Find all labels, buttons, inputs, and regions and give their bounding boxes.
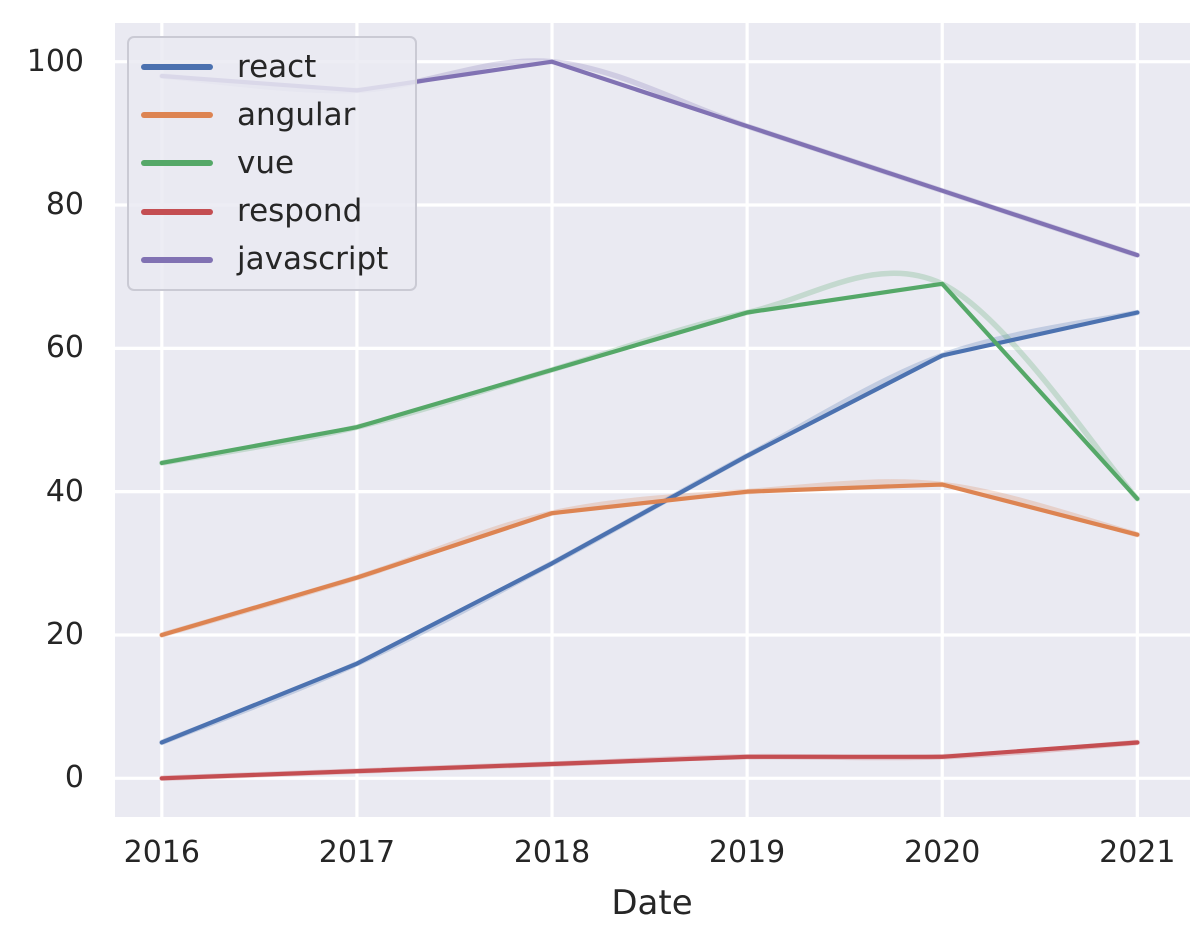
legend-item-react: react bbox=[129, 44, 415, 91]
y-tick-label: 40 bbox=[45, 473, 84, 509]
x-tick-label: 2018 bbox=[513, 835, 591, 870]
series-angular-line bbox=[159, 482, 1140, 638]
x-tick-label: 2021 bbox=[1099, 835, 1176, 870]
legend-item-javascript: javascript bbox=[129, 236, 415, 283]
legend-swatch-react bbox=[141, 64, 213, 71]
legend-label: angular bbox=[237, 96, 356, 133]
legend: react angular vue respond javascript bbox=[127, 36, 417, 291]
legend-label: vue bbox=[237, 144, 295, 181]
y-tick-label: 80 bbox=[45, 187, 84, 223]
y-tick-label: 0 bbox=[64, 760, 84, 796]
legend-item-angular: angular bbox=[129, 92, 415, 139]
x-tick-label: 2017 bbox=[318, 835, 396, 870]
legend-label: javascript bbox=[237, 241, 389, 278]
legend-swatch-respond bbox=[141, 208, 213, 215]
legend-swatch-vue bbox=[141, 160, 213, 167]
legend-item-vue: vue bbox=[129, 140, 415, 187]
series-react-line bbox=[159, 310, 1140, 745]
legend-swatch-javascript bbox=[141, 256, 213, 263]
legend-swatch-angular bbox=[141, 112, 213, 119]
y-tick-label: 100 bbox=[26, 43, 84, 79]
x-tick-label: 2020 bbox=[904, 835, 981, 870]
y-tick-label: 20 bbox=[45, 616, 84, 652]
x-tick-label: 2019 bbox=[708, 835, 786, 870]
y-tick-label: 60 bbox=[45, 330, 84, 366]
x-axis-title: Date bbox=[611, 883, 693, 923]
series-respond-line bbox=[159, 740, 1140, 781]
legend-label: react bbox=[237, 48, 317, 85]
legend-item-respond: respond bbox=[129, 188, 415, 235]
series-vue-line bbox=[159, 281, 1140, 501]
x-tick-label: 2016 bbox=[123, 835, 200, 870]
legend-label: respond bbox=[237, 193, 363, 230]
